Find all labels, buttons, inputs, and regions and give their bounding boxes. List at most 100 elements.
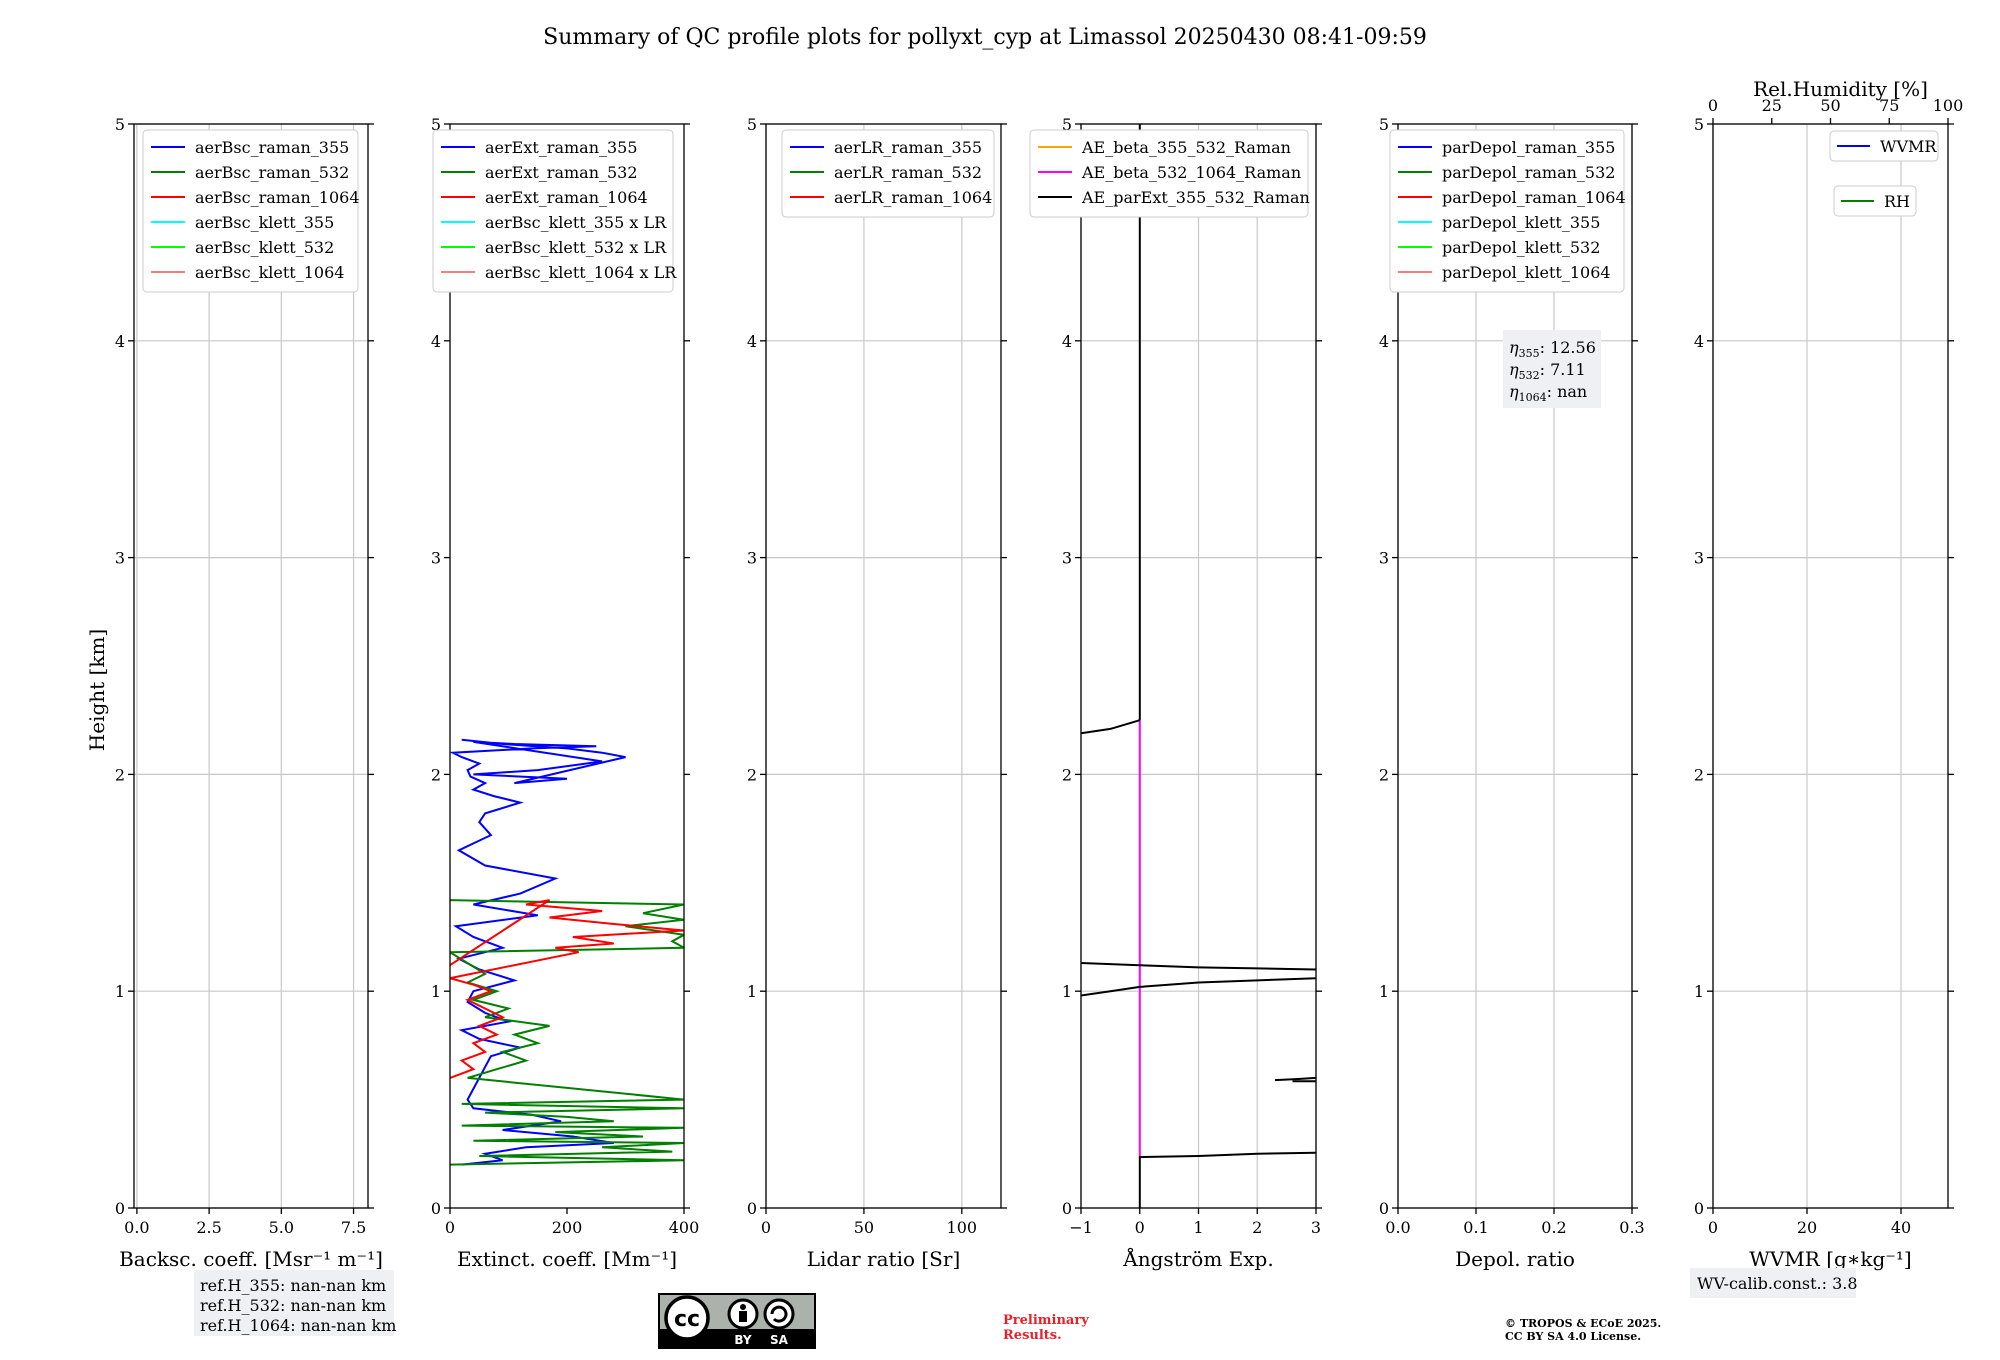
wv-calib-box-bg: [1690, 1268, 1856, 1298]
series-line-AE_parExt_355_532_Raman: [1081, 962, 1316, 971]
y-tick-label: 3: [431, 549, 441, 568]
x-tick-label: 0.1: [1463, 1218, 1488, 1237]
x2-tick-label: 75: [1879, 96, 1899, 115]
x-tick-label: 2: [1252, 1218, 1262, 1237]
legend-label: parDepol_klett_355: [1442, 213, 1600, 232]
x2-tick-label: 50: [1820, 96, 1840, 115]
axes-frame-bsc: [133, 123, 369, 1209]
legend-label: aerLR_raman_355: [834, 138, 982, 157]
axes-frame-wv: [1712, 123, 1949, 1209]
copyright-line1: © TROPOS & ECoE 2025.: [1505, 1317, 1661, 1330]
panel-ext: 0 1 2 3 4 5 0 200 400 Extinct. coeff. [Mm⁻¹] aerEx…: [431, 115, 699, 1271]
x2-tick-label: 100: [1933, 96, 1964, 115]
y-tick-label: 0: [1694, 1199, 1704, 1218]
x-tick-label: 400: [669, 1218, 700, 1237]
series-line-AE_parExt_355_532_Raman: [1274, 1076, 1316, 1082]
wv-calib-text: WV-calib.const.: 3.8: [1697, 1274, 1858, 1293]
x-tick-label: −1: [1069, 1218, 1093, 1237]
ref-height-355: ref.H_355: nan-nan km: [200, 1276, 386, 1295]
x2-tick-label: 0: [1708, 96, 1718, 115]
eta-value-355: η355: 12.56: [1509, 338, 1596, 360]
legend-box: [1829, 130, 1939, 162]
y-tick-label: 5: [1062, 115, 1072, 134]
y-tick-label: 1: [431, 982, 441, 1001]
y-tick-label: 4: [1062, 332, 1072, 351]
x-tick-label: 0: [445, 1218, 455, 1237]
x-tick-label: 7.5: [341, 1218, 366, 1237]
grid-wv: [1712, 123, 1948, 1209]
legend-label: parDepol_raman_532: [1442, 163, 1615, 182]
x-axis-label: WVMR [g∗kg⁻¹]: [1749, 1247, 1911, 1271]
legend-label: aerLR_raman_1064: [834, 188, 992, 207]
by-person-head: [740, 1304, 746, 1310]
x-tick-label: 1: [1193, 1218, 1203, 1237]
wv-calib-box: WV-calib.const.: 3.8: [1690, 1268, 1858, 1298]
y-tick-label: 2: [431, 765, 441, 784]
y-tick-label: 4: [431, 332, 441, 351]
y-tick-label: 4: [747, 332, 757, 351]
cc-letters: cc: [674, 1307, 700, 1332]
sa-label: SA: [770, 1333, 789, 1347]
legend-box: [432, 129, 674, 293]
panel-depol: 0 1 2 3 4 5 0.0 0.1 0.2 0.3 Depol. ratio parDepol_r…: [1379, 115, 1645, 1271]
legend-wv: WVMR RH: [1829, 130, 1939, 217]
ref-height-box-bg: [194, 1270, 394, 1336]
y-tick-label: 5: [1379, 115, 1389, 134]
preliminary-line2: Results.: [1003, 1328, 1062, 1343]
legend-label: WVMR: [1880, 137, 1937, 156]
grid-lr: [765, 123, 1001, 1209]
x-tick-label: 3: [1311, 1218, 1321, 1237]
ref-height-532: ref.H_532: nan-nan km: [200, 1296, 386, 1315]
series-ext: [450, 738, 684, 1166]
legend-label: aerBsc_klett_355: [195, 213, 334, 232]
eta-box-bg: [1503, 330, 1601, 408]
legend-box: [1389, 129, 1625, 293]
y-tick-label: 5: [115, 115, 125, 134]
legend-label: aerExt_raman_532: [485, 163, 638, 182]
legend-label: aerBsc_raman_1064: [195, 188, 360, 207]
y-tick-label: 1: [1379, 982, 1389, 1001]
legend-label: aerBsc_klett_1064: [195, 263, 344, 282]
y-tick-label: 4: [1694, 332, 1704, 351]
legend-label: parDepol_raman_1064: [1442, 188, 1626, 207]
legend-label: aerBsc_raman_355: [195, 138, 349, 157]
eta-value-532: η532: 7.11: [1509, 360, 1586, 382]
x-tick-label: 0: [1708, 1218, 1718, 1237]
x2-tick-label: 25: [1762, 96, 1782, 115]
x-tick-label: 0: [1135, 1218, 1145, 1237]
y-tick-label: 3: [1062, 549, 1072, 568]
x-tick-label: 50: [854, 1218, 874, 1237]
x-axis-label: Ångström Exp.: [1122, 1246, 1273, 1271]
legend-label: aerExt_raman_355: [485, 138, 638, 157]
x-tick-label: 0.0: [1385, 1218, 1410, 1237]
legend-label: aerBsc_raman_532: [195, 163, 349, 182]
x-tick-label: 40: [1891, 1218, 1911, 1237]
x-tick-label: 0.0: [124, 1218, 149, 1237]
legend-label: AE_beta_355_532_Raman: [1081, 138, 1291, 157]
x-tick-label: 200: [552, 1218, 583, 1237]
legend-label: parDepol_klett_1064: [1442, 263, 1611, 282]
y-tick-label: 3: [747, 549, 757, 568]
y-tick-label: 0: [747, 1199, 757, 1218]
eta-value-1064: η1064: nan: [1509, 382, 1587, 404]
sa-arrow-icon: [770, 1305, 788, 1323]
by-label: BY: [734, 1333, 751, 1347]
axes-frame-lr: [765, 123, 1002, 1209]
legend-box: [142, 129, 359, 293]
y-tick-label: 4: [1379, 332, 1389, 351]
y-tick-label: 0: [1379, 1199, 1389, 1218]
panel-bsc: 0 1 2 3 4 5 0.0 2.5 5.0 7.5 Backsc. coeff. [Msr⁻¹ …: [115, 115, 383, 1271]
legend-label: aerBsc_klett_355 x LR: [485, 213, 667, 232]
legend-box: [781, 129, 995, 218]
x-tick-label: 0: [761, 1218, 771, 1237]
axes-frame-depol: [1397, 123, 1633, 1209]
series-line-AE_parExt_355_532_Raman: [1081, 977, 1316, 997]
copyright-line2: CC BY SA 4.0 License.: [1505, 1330, 1641, 1343]
legend-label: AE_parExt_355_532_Raman: [1081, 188, 1310, 207]
x-axis-label: Backsc. coeff. [Msr⁻¹ m⁻¹]: [119, 1247, 383, 1271]
y-tick-label: 2: [747, 765, 757, 784]
y-tick-label: 3: [1694, 549, 1704, 568]
